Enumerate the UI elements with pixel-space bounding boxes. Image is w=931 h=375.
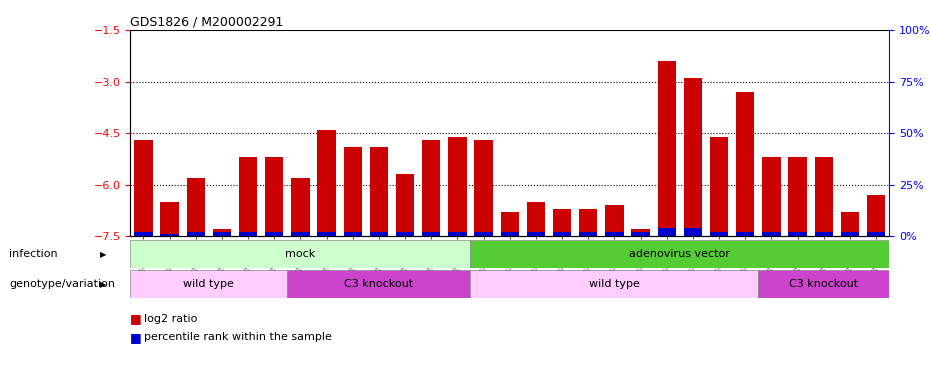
Bar <box>239 232 257 236</box>
Bar <box>789 232 806 236</box>
Text: C3 knockout: C3 knockout <box>789 279 858 289</box>
Bar <box>186 232 205 236</box>
Bar <box>344 232 362 236</box>
Bar <box>344 147 362 236</box>
Bar <box>317 232 336 236</box>
Bar <box>134 232 153 236</box>
Text: ▶: ▶ <box>100 250 106 259</box>
Bar <box>370 232 388 236</box>
Bar <box>553 209 572 236</box>
Bar <box>396 174 414 236</box>
Bar <box>160 202 179 236</box>
Bar <box>130 240 470 268</box>
Bar <box>134 140 153 236</box>
Bar <box>762 232 780 236</box>
Bar <box>553 232 572 236</box>
Bar <box>422 140 440 236</box>
Bar <box>470 270 758 298</box>
Bar <box>213 230 231 236</box>
Bar <box>709 136 728 236</box>
Bar <box>265 232 283 236</box>
Bar <box>130 270 288 298</box>
Bar <box>683 78 702 236</box>
Text: infection: infection <box>9 249 58 259</box>
Bar <box>579 232 598 236</box>
Bar <box>762 157 780 236</box>
Bar <box>709 232 728 236</box>
Text: mock: mock <box>285 249 316 259</box>
Text: adenovirus vector: adenovirus vector <box>629 249 730 259</box>
Text: ▶: ▶ <box>100 280 106 289</box>
Bar <box>448 232 466 236</box>
Bar <box>841 212 859 236</box>
Bar <box>501 212 519 236</box>
Text: ■: ■ <box>130 312 142 325</box>
Bar <box>736 232 754 236</box>
Bar <box>239 157 257 236</box>
Bar <box>475 232 492 236</box>
Bar <box>683 228 702 236</box>
Bar <box>657 61 676 236</box>
Bar <box>470 240 889 268</box>
Text: C3 knockout: C3 knockout <box>344 279 413 289</box>
Bar <box>815 157 833 236</box>
Bar <box>527 202 545 236</box>
Text: wild type: wild type <box>183 279 235 289</box>
Bar <box>422 232 440 236</box>
Text: GDS1826 / M200002291: GDS1826 / M200002291 <box>130 16 284 29</box>
Bar <box>160 234 179 236</box>
Bar <box>265 157 283 236</box>
Bar <box>736 92 754 236</box>
Bar <box>867 232 885 236</box>
Bar <box>396 232 414 236</box>
Bar <box>291 178 310 236</box>
Bar <box>579 209 598 236</box>
Bar <box>758 270 889 298</box>
Bar <box>815 232 833 236</box>
Bar <box>605 206 624 236</box>
Bar <box>317 130 336 236</box>
Bar <box>370 147 388 236</box>
Bar <box>605 232 624 236</box>
Bar <box>475 140 492 236</box>
Bar <box>789 157 806 236</box>
Text: wild type: wild type <box>589 279 640 289</box>
Bar <box>867 195 885 236</box>
Bar <box>501 232 519 236</box>
Text: genotype/variation: genotype/variation <box>9 279 115 289</box>
Bar <box>186 178 205 236</box>
Text: log2 ratio: log2 ratio <box>144 314 197 324</box>
Bar <box>841 232 859 236</box>
Bar <box>527 232 545 236</box>
Bar <box>657 228 676 236</box>
Text: ■: ■ <box>130 331 142 344</box>
Bar <box>291 232 310 236</box>
Bar <box>213 232 231 236</box>
Bar <box>288 270 470 298</box>
Text: percentile rank within the sample: percentile rank within the sample <box>144 333 332 342</box>
Bar <box>631 230 650 236</box>
Bar <box>448 136 466 236</box>
Bar <box>631 232 650 236</box>
